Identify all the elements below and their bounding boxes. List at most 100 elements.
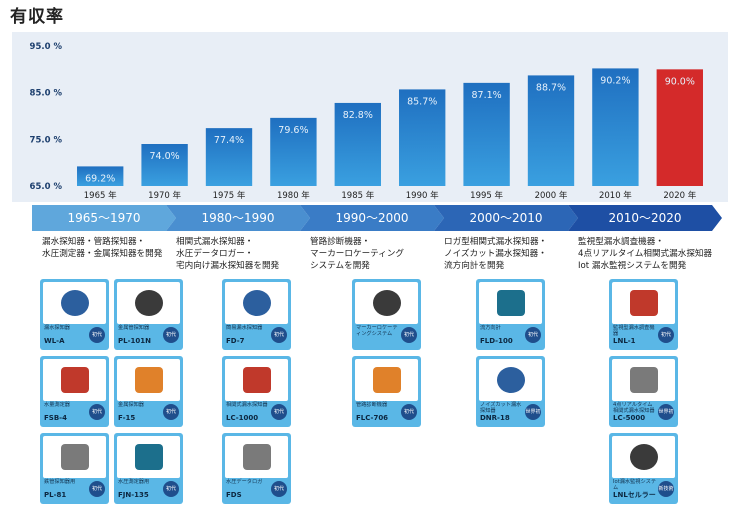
device-shape xyxy=(135,444,163,470)
bar-value-label: 85.7% xyxy=(407,96,437,107)
x-tick-label: 1975 年 xyxy=(213,190,246,201)
product-image xyxy=(43,282,106,324)
product-card: 流方向計 FLD-100 初代 xyxy=(476,279,545,350)
bar-value-label: 69.2% xyxy=(85,173,115,184)
device-shape xyxy=(135,290,163,316)
product-card: Iot漏水監視システム LNLセルラー 新技術 xyxy=(609,433,678,504)
bar xyxy=(592,68,639,186)
x-tick-label: 1970 年 xyxy=(148,190,181,201)
product-name: 簡易漏水探知器 xyxy=(226,325,263,331)
x-tick-label: 2020 年 xyxy=(663,190,696,201)
product-badge: 世界初 xyxy=(658,404,674,420)
product-image xyxy=(612,282,675,324)
product-name: 水量測定器 xyxy=(44,402,70,408)
device-shape xyxy=(630,290,658,316)
y-tick-label: 85.0 % xyxy=(30,89,63,99)
product-card: 漏水探知器 WL-A 初代 xyxy=(40,279,109,350)
product-badge: 初代 xyxy=(271,481,287,497)
device-shape xyxy=(135,367,163,393)
product-card: 管路診断機器 FLC-706 初代 xyxy=(352,356,421,427)
y-tick-label: 65.0 % xyxy=(30,182,63,192)
product-model: F-15 xyxy=(118,414,136,422)
era-description-line: 管路診断機器・ xyxy=(310,237,371,247)
product-name: Iot漏水監視システム xyxy=(613,479,657,491)
era-description: ロガ型相関式漏水探知器・ ノイズカット漏水探知器・ 流方向計を開発 xyxy=(444,236,547,272)
product-image xyxy=(225,282,288,324)
x-tick-label: 2000 年 xyxy=(535,190,568,201)
product-model: FSB-4 xyxy=(44,414,67,422)
product-model: FD-7 xyxy=(226,337,245,345)
product-badge: 新技術 xyxy=(658,481,674,497)
product-badge: 初代 xyxy=(89,404,105,420)
bar-value-label: 87.1% xyxy=(472,90,502,101)
era-description-line: マーカーロケーティング xyxy=(310,249,405,259)
product-card: 水圧データロガ FDS 初代 xyxy=(222,433,291,504)
product-name: 管路診断機器 xyxy=(356,402,388,408)
product-badge: 初代 xyxy=(401,404,417,420)
product-badge: 初代 xyxy=(271,404,287,420)
product-image xyxy=(43,436,106,478)
product-model: LNLセルラー xyxy=(613,491,656,499)
page-title: 有収率 xyxy=(10,7,64,27)
y-tick-label: 95.0 % xyxy=(30,42,63,52)
device-shape xyxy=(630,367,658,393)
era-description-line: システムを開発 xyxy=(310,261,370,271)
era-description-line: Iot 漏水監視システムを開発 xyxy=(578,261,687,271)
product-card: 鉄管探知器用 PL-81 初代 xyxy=(40,433,109,504)
product-name: 金属管探知器 xyxy=(118,325,150,331)
x-tick-label: 2010 年 xyxy=(599,190,632,201)
product-badge: 初代 xyxy=(89,327,105,343)
product-card: 監視型漏水調査機器 LNL-1 初代 xyxy=(609,279,678,350)
x-tick-label: 1980 年 xyxy=(277,190,310,201)
product-image xyxy=(612,436,675,478)
product-model: PL-101N xyxy=(118,337,151,345)
product-image xyxy=(479,359,542,401)
era-description: 漏水探知器・管路探知器・ 水圧測定器・金属探知器を開発 xyxy=(42,236,162,260)
era-description-line: 宅内向け漏水探知器を開発 xyxy=(176,261,280,271)
device-shape xyxy=(61,444,89,470)
product-name: 相関式漏水探知器 xyxy=(226,402,268,408)
product-badge: 初代 xyxy=(163,327,179,343)
product-model: LC-5000 xyxy=(613,414,646,422)
product-image xyxy=(612,359,675,401)
era-segment: 2010〜2020 xyxy=(568,205,722,231)
product-name: 流方向計 xyxy=(480,325,501,331)
bar-value-label: 74.0% xyxy=(150,151,180,162)
bar xyxy=(334,102,381,186)
era-description-line: ロガ型相関式漏水探知器・ xyxy=(444,237,548,247)
x-tick-label: 1985 年 xyxy=(341,190,374,201)
era-description-line: 相関式漏水探知器・ xyxy=(176,237,254,247)
device-shape xyxy=(497,367,525,393)
product-name: マーカーロケーティングシステム xyxy=(356,325,398,337)
product-model: LC-1000 xyxy=(226,414,259,422)
device-shape xyxy=(243,444,271,470)
bar-value-label: 77.4% xyxy=(214,135,244,146)
era-description-line: ノイズカット漏水探知器・ xyxy=(444,249,547,259)
bar-value-label: 79.6% xyxy=(278,125,308,136)
product-image xyxy=(117,282,180,324)
bar-value-label: 90.0% xyxy=(665,76,695,87)
era-segment: 1990〜2000 xyxy=(300,205,444,231)
product-model: FJN-135 xyxy=(118,491,149,499)
era-description-line: 流方向計を開発 xyxy=(444,261,505,271)
product-image xyxy=(355,359,418,401)
device-shape xyxy=(243,367,271,393)
product-card: 水圧測定器用 FJN-135 初代 xyxy=(114,433,183,504)
product-card: 水量測定器 FSB-4 初代 xyxy=(40,356,109,427)
era-timeline: 1965〜1970 1980〜1990 1990〜2000 2000〜2010 2010… xyxy=(32,205,722,231)
x-tick-label: 1990 年 xyxy=(406,190,439,201)
product-image xyxy=(225,359,288,401)
product-card: 金属探知器 F-15 初代 xyxy=(114,356,183,427)
y-tick-label: 75.0 % xyxy=(30,135,63,145)
product-badge: 初代 xyxy=(525,327,541,343)
product-card: 4点リアルタイム相関式漏水探知器 LC-5000 世界初 xyxy=(609,356,678,427)
era-segment: 1965〜1970 xyxy=(32,205,176,231)
product-card: 相関式漏水探知器 LC-1000 初代 xyxy=(222,356,291,427)
era-description-line: 監視型漏水調査機器・ xyxy=(578,237,664,247)
bar xyxy=(141,144,188,186)
product-model: WL-A xyxy=(44,337,65,345)
product-image xyxy=(479,282,542,324)
product-model: PL-81 xyxy=(44,491,67,499)
device-shape xyxy=(497,290,525,316)
product-badge: 初代 xyxy=(89,481,105,497)
